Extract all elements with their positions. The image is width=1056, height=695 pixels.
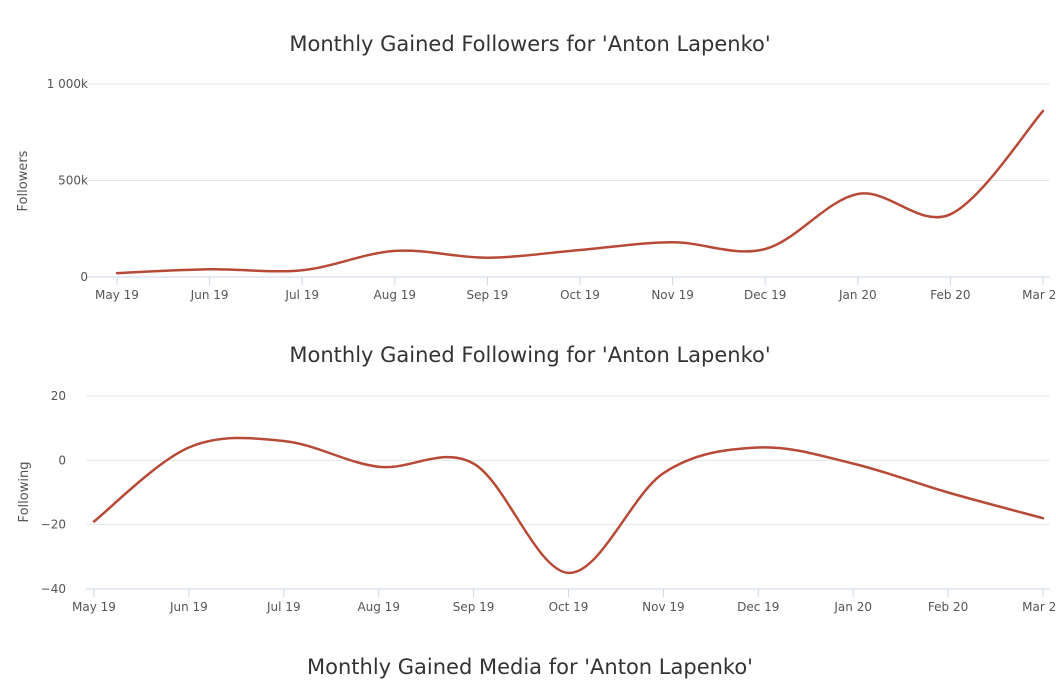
following-x-tick-label: Mar 20	[1022, 600, 1056, 614]
following-x-tick-label: Sep 19	[453, 600, 495, 614]
media-chart: Monthly Gained Media for 'Anton Lapenko'	[307, 655, 753, 679]
followers-y-tick-label: 0	[80, 270, 88, 284]
following-x-tick-label: May 19	[72, 600, 116, 614]
following-y-axis: −40 −20 0 20	[41, 389, 66, 596]
following-chart-title: Monthly Gained Following for 'Anton Lape…	[289, 343, 770, 367]
following-y-tick-label: −20	[41, 518, 66, 532]
followers-x-tick-label: Oct 19	[560, 288, 600, 302]
followers-x-tick-label: Mar 20	[1022, 288, 1056, 302]
followers-x-tick-label: Dec 19	[744, 288, 786, 302]
following-x-tick-label: Aug 19	[357, 600, 400, 614]
followers-grid	[86, 83, 1050, 278]
followers-x-tick-label: Sep 19	[467, 288, 509, 302]
followers-y-axis: 0 500k 1 000k	[47, 77, 88, 284]
followers-y-axis-title: Followers	[16, 150, 31, 211]
following-y-tick-label: −40	[41, 582, 66, 596]
following-chart: Monthly Gained Following for 'Anton Lape…	[17, 343, 1056, 614]
following-series-line	[92, 436, 1045, 575]
followers-x-tick-label: Jun 19	[190, 288, 229, 302]
following-y-tick-label: 0	[58, 453, 66, 467]
following-y-tick-label: 20	[51, 389, 66, 403]
followers-series	[115, 109, 1045, 275]
following-series	[92, 436, 1045, 575]
following-x-tick-label: Jul 19	[266, 600, 301, 614]
followers-x-tick-label: Feb 20	[930, 288, 970, 302]
media-chart-title: Monthly Gained Media for 'Anton Lapenko'	[307, 655, 753, 679]
followers-x-axis: May 19 Jun 19 Jul 19 Aug 19 Sep 19 Oct 19 Nov …	[95, 277, 1056, 302]
following-x-tick-label: Feb 20	[928, 600, 968, 614]
followers-chart: Monthly Gained Followers for 'Anton Lape…	[16, 32, 1056, 302]
followers-series-line	[115, 109, 1045, 275]
following-x-tick-label: Jan 20	[833, 600, 872, 614]
followers-x-tick-label: Nov 19	[651, 288, 694, 302]
followers-chart-title: Monthly Gained Followers for 'Anton Lape…	[289, 32, 770, 56]
following-x-tick-label: Oct 19	[549, 600, 589, 614]
followers-x-tick-label: Aug 19	[374, 288, 417, 302]
followers-y-tick-label: 500k	[58, 174, 88, 188]
following-x-axis: May 19 Jun 19 Jul 19 Aug 19 Sep 19 Oct 19 Nov …	[72, 589, 1056, 614]
following-x-tick-label: Dec 19	[737, 600, 779, 614]
followers-y-tick-label: 1 000k	[47, 77, 88, 91]
following-x-tick-label: Nov 19	[642, 600, 685, 614]
followers-x-tick-label: Jan 20	[838, 288, 877, 302]
followers-x-tick-label: Jul 19	[284, 288, 319, 302]
following-grid	[86, 395, 1050, 590]
following-y-axis-title: Following	[17, 462, 32, 523]
following-x-tick-label: Jun 19	[169, 600, 208, 614]
followers-x-tick-label: May 19	[95, 288, 139, 302]
